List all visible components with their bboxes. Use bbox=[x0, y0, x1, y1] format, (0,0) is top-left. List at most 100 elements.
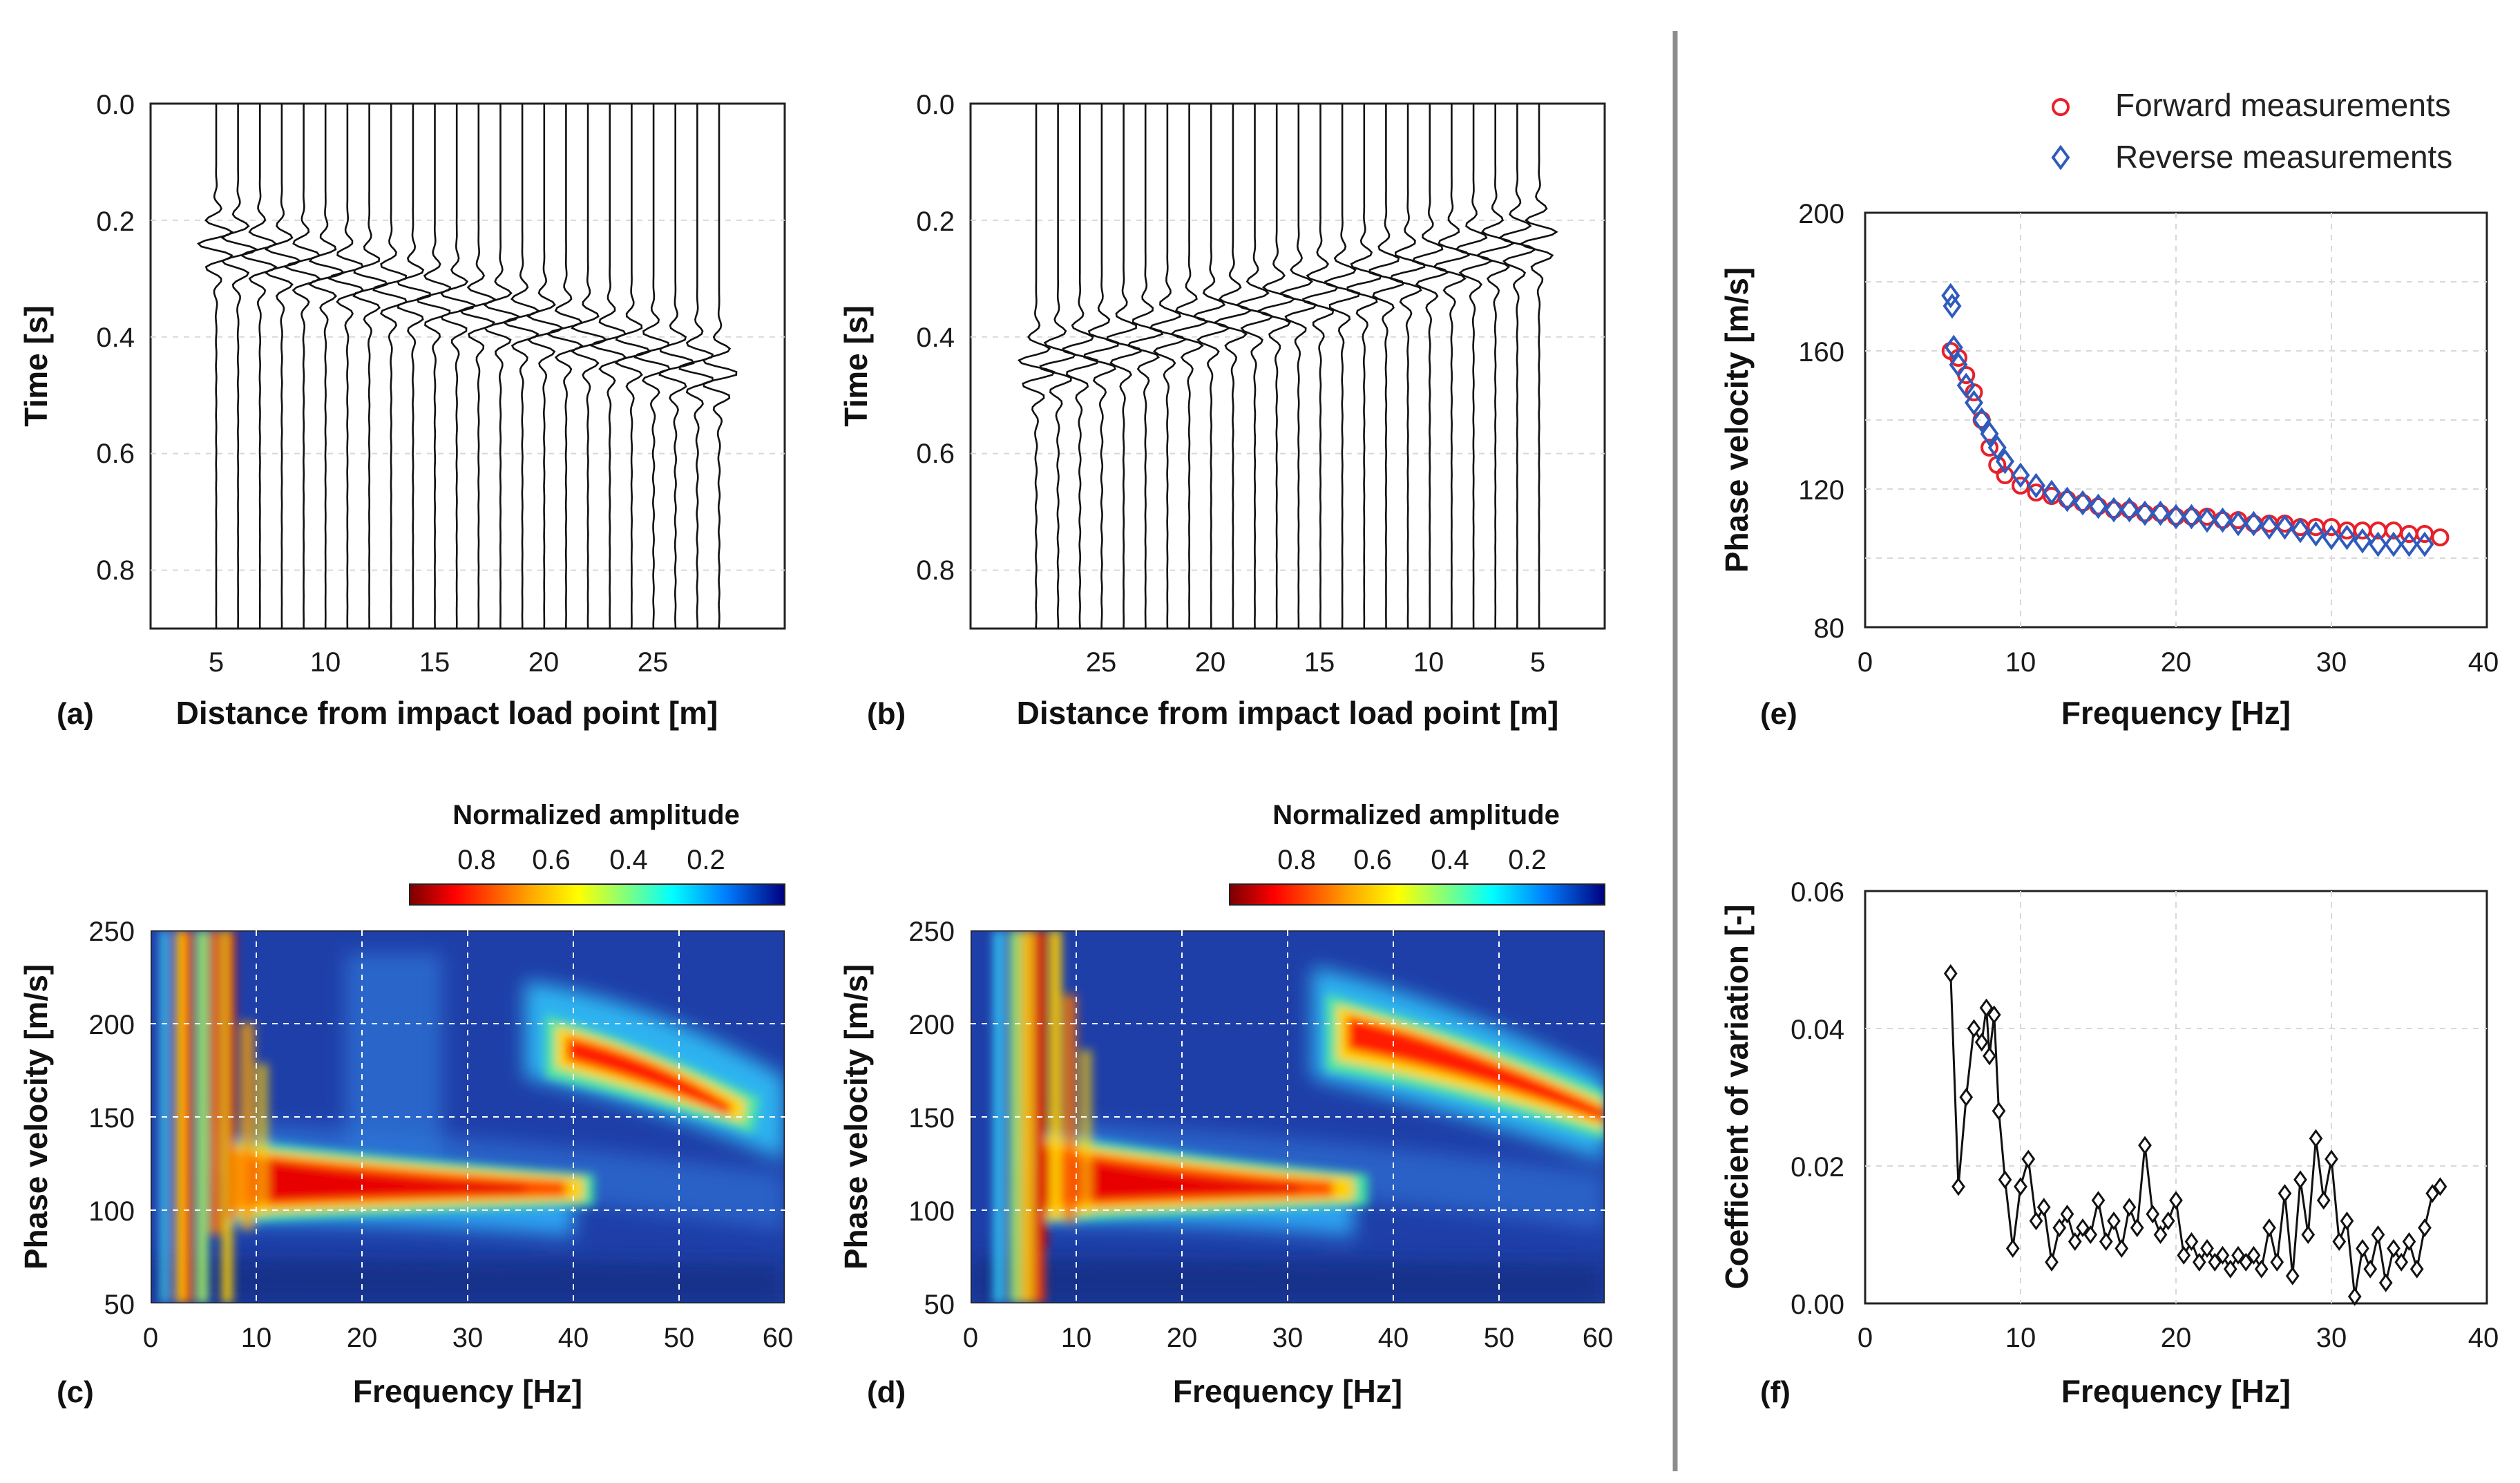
reverse-point bbox=[2322, 524, 2341, 551]
c-colorbar-tick: 0.8 bbox=[457, 845, 496, 875]
cov-point bbox=[1959, 1087, 1974, 1107]
cov-point bbox=[2394, 1252, 2409, 1272]
cov-point bbox=[2325, 1149, 2338, 1169]
cov-point bbox=[2169, 1191, 2183, 1210]
panel-b: 0.0 0.2 0.4 0.6 0.8 25 20 15 10 5 Time [… bbox=[838, 90, 1606, 731]
panel-e-yticks: 200 160 120 80 bbox=[1798, 199, 1844, 644]
b-ylabel: Time [s] bbox=[838, 305, 874, 427]
c-xtick: 10 bbox=[241, 1323, 272, 1353]
reverse-point bbox=[2369, 531, 2387, 557]
reverse-point bbox=[2353, 528, 2372, 554]
b-panel-label: (b) bbox=[867, 697, 906, 731]
reverse-point bbox=[1972, 407, 1992, 433]
cov-point bbox=[2215, 1245, 2230, 1265]
seismic-trace bbox=[196, 104, 233, 629]
panel-c: Normalized amplitude 0.8 0.6 0.4 0.2 bbox=[18, 800, 793, 1409]
seismic-trace bbox=[397, 104, 431, 629]
reverse-point bbox=[2384, 531, 2403, 557]
seismic-trace bbox=[239, 104, 278, 629]
forward-point bbox=[2431, 528, 2450, 546]
reverse-point bbox=[2182, 504, 2201, 530]
seismic-trace bbox=[614, 104, 651, 629]
panel-a-frame bbox=[149, 102, 786, 630]
c-ytick: 50 bbox=[104, 1290, 135, 1320]
c-xtick: 30 bbox=[452, 1323, 484, 1353]
a-xtick: 15 bbox=[419, 647, 450, 678]
cov-point bbox=[2316, 1191, 2331, 1210]
cov-point bbox=[1967, 1019, 1981, 1038]
reverse-point bbox=[1987, 434, 2007, 461]
cov-point bbox=[2146, 1205, 2160, 1224]
d-xtick: 50 bbox=[1484, 1323, 1515, 1353]
reverse-point bbox=[1949, 352, 1968, 378]
reverse-point bbox=[2120, 497, 2139, 523]
cov-point bbox=[2425, 1184, 2440, 1203]
c-ytick: 200 bbox=[88, 1010, 135, 1040]
seismic-trace bbox=[459, 104, 496, 629]
seismic-trace bbox=[633, 104, 671, 629]
panel-a-yticks: 0.0 0.2 0.4 0.6 0.8 bbox=[96, 90, 135, 586]
cov-point bbox=[1992, 1101, 2006, 1120]
seismic-trace bbox=[1039, 104, 1077, 629]
c-xtick: 20 bbox=[347, 1323, 378, 1353]
cov-point bbox=[2371, 1225, 2385, 1245]
seismic-trace bbox=[308, 104, 346, 629]
d-panel-label: (d) bbox=[867, 1375, 906, 1409]
cov-point bbox=[2409, 1259, 2424, 1279]
seismic-trace bbox=[1170, 104, 1208, 629]
f-xtick: 0 bbox=[1858, 1323, 1873, 1353]
seismic-trace bbox=[483, 104, 521, 629]
panel-b-frame bbox=[969, 102, 1606, 630]
reverse-point bbox=[1996, 448, 2014, 475]
reverse-point bbox=[2042, 479, 2061, 506]
cov-point bbox=[2177, 1245, 2191, 1265]
f-xtick: 20 bbox=[2161, 1323, 2192, 1353]
e-ytick: 200 bbox=[1798, 199, 1844, 229]
reverse-point bbox=[2338, 524, 2356, 551]
seismic-trace bbox=[526, 104, 565, 629]
seismic-trace bbox=[264, 104, 303, 629]
reverse-point bbox=[2073, 490, 2092, 516]
b-ytick: 0.4 bbox=[916, 323, 955, 353]
cov-point bbox=[2076, 1218, 2090, 1238]
f-cov-series bbox=[1943, 964, 2447, 1306]
cov-point bbox=[2246, 1245, 2261, 1265]
seismic-trace bbox=[1235, 104, 1275, 629]
b-ytick: 0.2 bbox=[916, 207, 955, 237]
cov-point bbox=[2262, 1218, 2276, 1238]
b-xtick: 25 bbox=[1086, 647, 1117, 678]
d-ylabel: Phase velocity [m/s] bbox=[838, 964, 874, 1270]
e-xtick: 40 bbox=[2468, 647, 2499, 678]
cov-point bbox=[2161, 1212, 2175, 1231]
cov-point bbox=[2014, 1177, 2027, 1196]
panel-c-xticks: 0 10 20 30 40 50 60 bbox=[143, 1323, 793, 1353]
cov-point bbox=[2068, 1232, 2082, 1252]
cov-point bbox=[1951, 1177, 1965, 1196]
c-xtick: 40 bbox=[558, 1323, 589, 1353]
cov-point bbox=[2356, 1238, 2369, 1258]
reverse-point bbox=[2228, 510, 2248, 537]
cov-point bbox=[2099, 1232, 2113, 1252]
seismic-trace bbox=[1083, 104, 1119, 629]
b-ytick: 0.8 bbox=[916, 555, 955, 586]
panel-f: 0.06 0.04 0.02 0.00 0 10 20 30 40 Coeffi… bbox=[1719, 877, 2499, 1409]
e-xtick: 20 bbox=[2161, 647, 2192, 678]
e-ylabel: Phase velocity [m/s] bbox=[1719, 267, 1755, 573]
d-ytick: 200 bbox=[908, 1010, 955, 1040]
cov-point bbox=[2115, 1238, 2129, 1258]
c-ylabel: Phase velocity [m/s] bbox=[18, 964, 54, 1270]
reverse-point bbox=[2415, 531, 2434, 557]
d-colorbar-tick: 0.2 bbox=[1508, 845, 1547, 875]
cov-line bbox=[1949, 973, 2441, 1297]
a-xtick: 10 bbox=[310, 647, 341, 678]
panel-d-yticks: 250 200 150 100 50 bbox=[908, 917, 955, 1320]
seismic-trace bbox=[571, 104, 609, 629]
cov-point bbox=[2254, 1259, 2269, 1279]
e-legend-reverse: Reverse measurements bbox=[2115, 139, 2452, 175]
seismic-trace bbox=[546, 104, 584, 629]
b-xlabel: Distance from impact load point [m] bbox=[1017, 695, 1559, 731]
reverse-point bbox=[2307, 521, 2325, 547]
a-xtick: 25 bbox=[638, 647, 669, 678]
seismic-trace bbox=[1454, 104, 1493, 629]
e-ytick: 160 bbox=[1798, 337, 1844, 367]
